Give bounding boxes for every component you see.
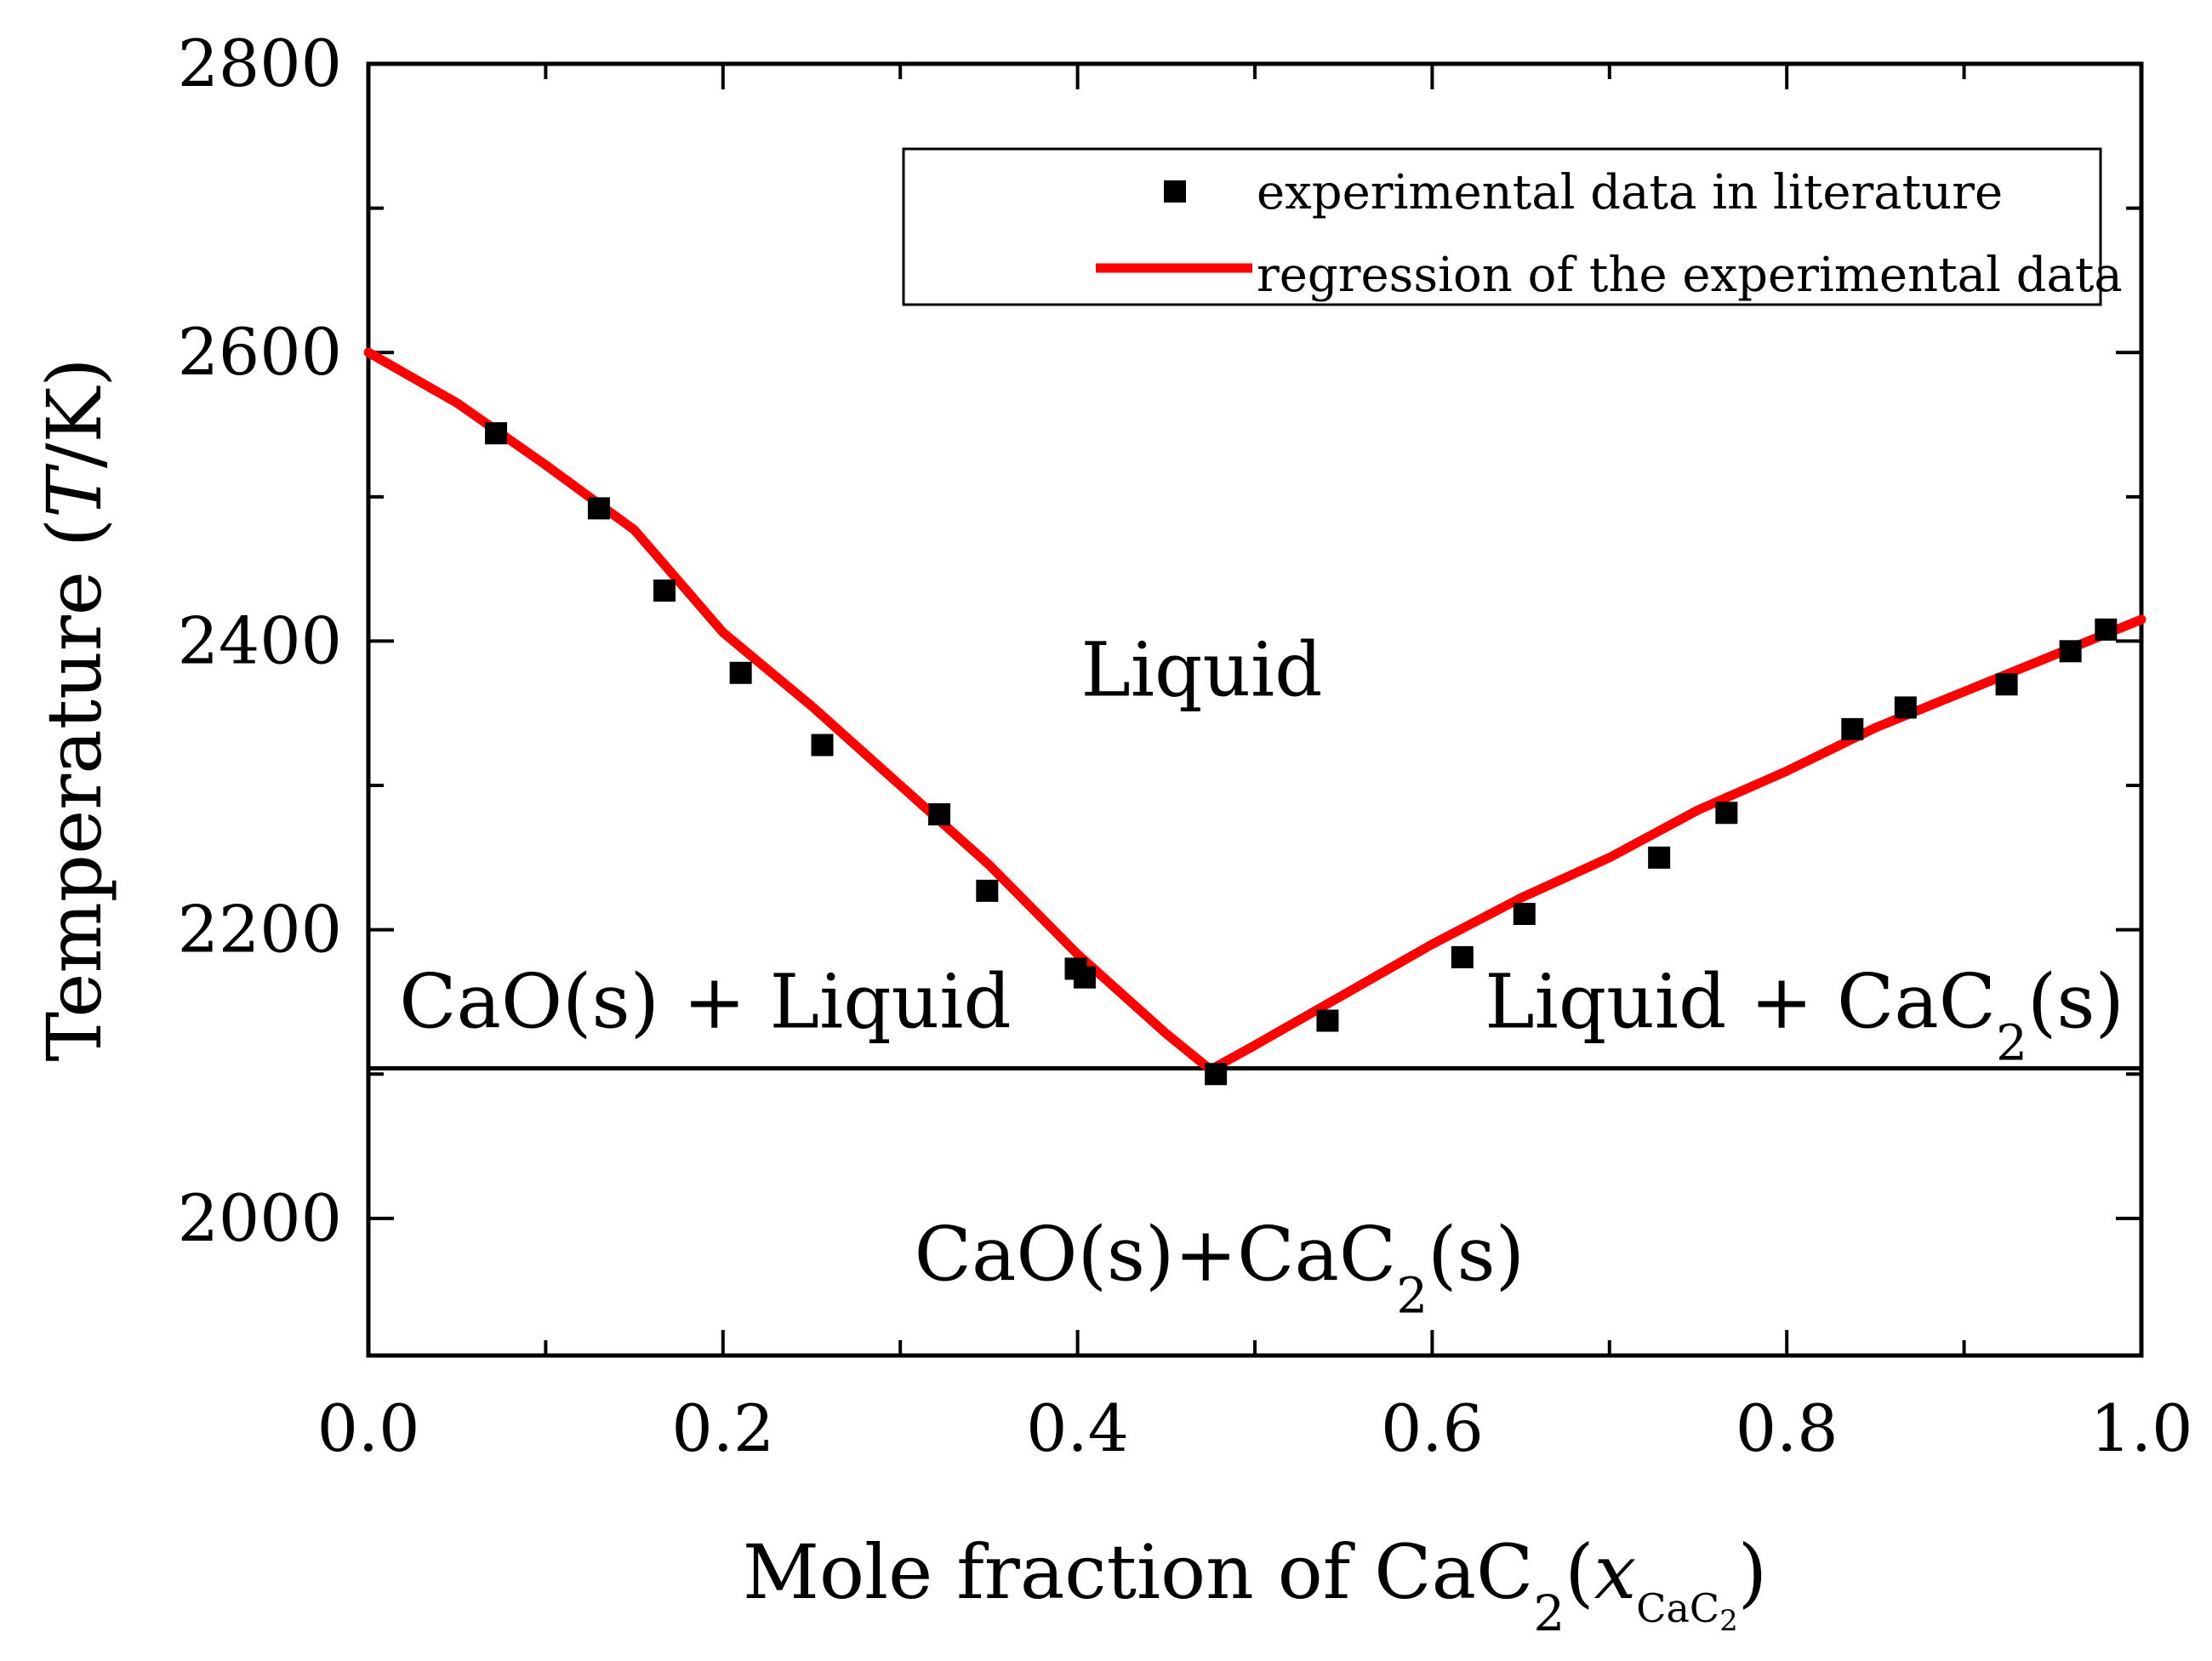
y-axis-title-var: T xyxy=(31,463,118,518)
data-point xyxy=(587,497,610,520)
y-axis-title-unit: /K) xyxy=(31,357,118,468)
data-point xyxy=(729,661,752,684)
x-axis-title-var-sub: CaC xyxy=(1636,1585,1719,1631)
data-point xyxy=(1894,696,1917,719)
x-axis-title-open-paren: ( xyxy=(1565,1528,1593,1616)
data-point xyxy=(1841,717,1864,740)
data-point xyxy=(1205,1063,1228,1086)
data-point xyxy=(1513,902,1536,925)
region-label-cao-cac2-tail: (s) xyxy=(1428,1210,1525,1298)
experimental-points xyxy=(485,422,2118,1086)
region-label-cao-cac2-main: CaO(s)+CaC xyxy=(915,1210,1397,1298)
legend-box xyxy=(902,147,2102,306)
axis-ticks xyxy=(367,62,2143,1356)
data-point xyxy=(1073,966,1096,989)
region-label-cao-cac2-sub: 2 xyxy=(1396,1266,1428,1324)
x-axis-title: Mole fraction of CaC2(xCaC2) xyxy=(743,1528,1767,1642)
x-axis-title-close-paren: ) xyxy=(1738,1528,1767,1616)
y-tick-label: 2800 xyxy=(178,26,342,101)
region-label-liquid-cac2: Liquid + CaC2(s) xyxy=(1485,957,2124,1071)
region-label-liquid-cac2-tail: (s) xyxy=(2027,957,2124,1045)
x-axis-title-var-sub-sub: 2 xyxy=(1719,1604,1738,1638)
data-point xyxy=(1995,673,2018,696)
region-label-cao-cac2: CaO(s)+CaC2(s) xyxy=(915,1210,1525,1324)
legend-label-experimental: experimental data in literature xyxy=(1257,165,2003,220)
x-axis-title-main: Mole fraction of CaC xyxy=(743,1528,1533,1616)
region-label-cao-liquid: CaO(s) + Liquid xyxy=(399,957,1012,1045)
y-tick-label: 2200 xyxy=(178,892,342,967)
y-axis-title-main: Temperature ( xyxy=(31,518,118,1062)
x-tick-label: 0.0 xyxy=(317,1390,420,1466)
data-point xyxy=(1648,846,1671,869)
y-tick-label: 2400 xyxy=(178,602,342,678)
y-axis-title: Temperature (T/K) xyxy=(31,357,118,1061)
data-point xyxy=(1715,802,1738,825)
x-tick-label: 0.6 xyxy=(1381,1390,1484,1466)
data-point xyxy=(653,579,676,602)
data-point xyxy=(811,733,834,756)
x-tick-label: 0.2 xyxy=(671,1390,774,1466)
y-tick-label: 2000 xyxy=(178,1180,342,1256)
region-label-liquid-cac2-main: Liquid + CaC xyxy=(1485,957,1996,1045)
legend: experimental data in literature regressi… xyxy=(902,147,2123,306)
data-point xyxy=(2059,640,2082,663)
x-tick-label: 0.4 xyxy=(1026,1390,1129,1466)
data-point xyxy=(1316,1009,1339,1032)
regression-line xyxy=(363,347,2146,1075)
y-tick-labels: 2000 2200 2400 2600 2800 xyxy=(178,26,342,1256)
region-label-liquid: Liquid xyxy=(1080,625,1322,713)
x-axis-title-var: x xyxy=(1594,1528,1637,1616)
legend-marker-square xyxy=(1164,180,1186,203)
x-tick-label: 0.8 xyxy=(1736,1390,1839,1466)
legend-label-regression: regression of the experimental data xyxy=(1257,248,2123,303)
data-point xyxy=(1451,945,1474,968)
x-tick-label: 1.0 xyxy=(2090,1390,2193,1466)
data-point xyxy=(485,422,508,445)
data-point xyxy=(928,802,951,825)
data-point xyxy=(2095,618,2118,641)
data-point xyxy=(976,879,999,902)
region-label-liquid-cac2-sub: 2 xyxy=(1996,1013,2027,1071)
x-tick-labels: 0.0 0.2 0.4 0.6 0.8 1.0 xyxy=(317,1390,2193,1466)
x-axis-title-main-sub: 2 xyxy=(1533,1584,1565,1642)
y-tick-label: 2600 xyxy=(178,314,342,390)
